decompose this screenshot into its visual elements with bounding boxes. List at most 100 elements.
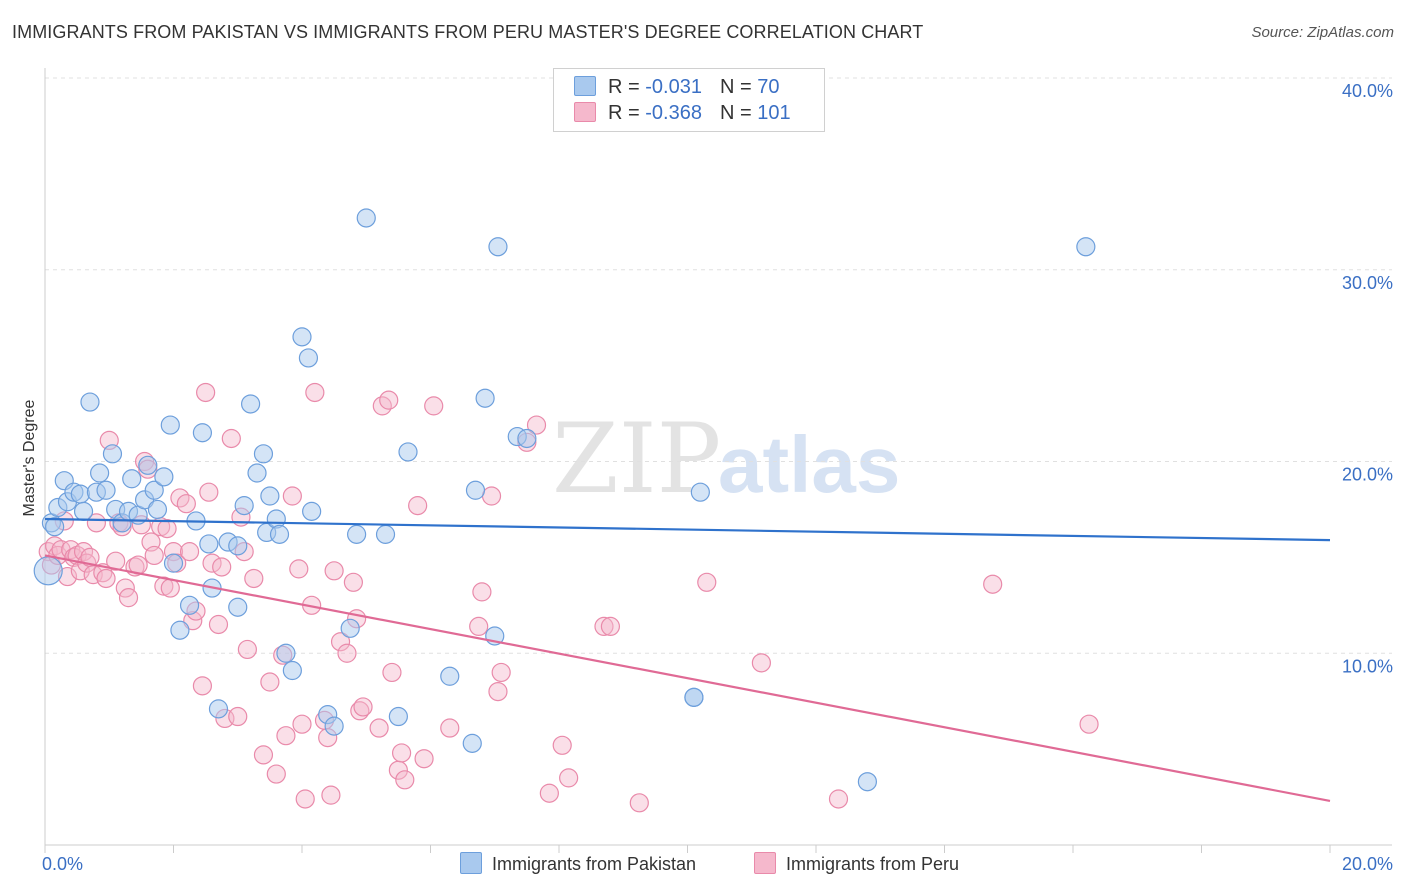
peru-point (118, 588, 139, 608)
peru-point (253, 745, 274, 765)
legend-r-value: -0.368 (645, 102, 702, 124)
legend-row-pakistan: R = -0.031 N = 70 (574, 76, 779, 100)
peru-point (160, 578, 180, 598)
pakistan-point (475, 388, 495, 408)
pakistan-point (80, 392, 100, 412)
peru-point (276, 726, 296, 746)
pakistan-point (276, 643, 296, 663)
pakistan-point (247, 463, 267, 483)
peru-point (391, 743, 412, 763)
pakistan-point (388, 706, 408, 727)
y-tick-label: 40.0% (1342, 81, 1393, 101)
pakistan-point (73, 501, 94, 521)
peru-point (202, 553, 222, 573)
y-tick-label: 30.0% (1342, 273, 1393, 293)
pakistan-point (228, 597, 248, 617)
peru-point (196, 382, 216, 403)
peru-point (369, 718, 389, 738)
pakistan-trend-line (44, 517, 1331, 542)
peru-point (176, 494, 196, 514)
legend-r-label: R = (608, 102, 646, 124)
pakistan-point (163, 553, 184, 573)
peru-point (469, 616, 489, 637)
peru-point (526, 415, 547, 435)
peru-point (491, 662, 511, 683)
pakistan-point (282, 660, 302, 681)
peru-point (414, 749, 434, 769)
peru-point (179, 542, 200, 562)
y-tick-label: 20.0% (1342, 465, 1393, 485)
pakistan-points (33, 208, 1096, 792)
pakistan-point (33, 556, 63, 586)
pakistan-point (340, 618, 360, 638)
axes (44, 68, 1392, 853)
pakistan-point (179, 595, 200, 615)
peru-point (594, 616, 614, 637)
peru-point (208, 614, 229, 635)
peru-point (199, 482, 219, 502)
pakistan-point (684, 687, 704, 707)
pakistan-point (138, 455, 158, 475)
pakistan-point (90, 463, 110, 483)
peru-point (353, 697, 373, 717)
y-tick-label: 10.0% (1342, 656, 1393, 676)
trend-lines (44, 517, 1331, 802)
pakistan-point (260, 486, 280, 506)
source-credit: Source: ZipAtlas.com (1251, 24, 1394, 41)
pakistan-point (45, 517, 65, 537)
pakistan-point (517, 428, 537, 449)
peru-point (629, 793, 649, 813)
peru-point (266, 764, 286, 784)
peru-point (751, 653, 771, 673)
peru-point (321, 785, 341, 805)
pakistan-point (199, 534, 219, 554)
peru-point (337, 643, 357, 663)
legend-n-value: 70 (757, 76, 780, 98)
pakistan-point (690, 482, 710, 502)
x-tick-label: 20.0% (1342, 854, 1393, 874)
peru-trend-line (44, 554, 1331, 802)
peru-point (237, 639, 257, 660)
pakistan-point (292, 327, 312, 347)
peru-point (1079, 714, 1099, 734)
peru-point (282, 486, 302, 506)
peru-point (440, 718, 460, 738)
peru-point (324, 561, 344, 581)
pakistan-point (228, 536, 248, 556)
peru-point (260, 672, 280, 692)
x-tick-label: 0.0% (42, 854, 83, 874)
peru-point (559, 768, 579, 788)
legend-swatch-pakistan (574, 76, 596, 96)
bottom-legend-label-peru: Immigrants from Peru (786, 854, 960, 874)
pakistan-point (462, 733, 482, 753)
pakistan-point (253, 444, 274, 464)
peru-point (395, 770, 415, 790)
peru-point (144, 545, 164, 566)
bottom-legend-label-pakistan: Immigrants from Pakistan (492, 854, 697, 874)
legend-n-value: 101 (757, 102, 791, 124)
peru-point (292, 714, 312, 734)
peru-point (330, 632, 351, 652)
peru-point (424, 396, 444, 416)
peru-point (221, 428, 241, 449)
peru-point (379, 390, 399, 410)
peru-point (983, 574, 1003, 594)
peru-point (600, 616, 621, 637)
pakistan-point (102, 444, 123, 464)
peru-point (472, 582, 492, 602)
peru-point (305, 382, 325, 403)
pakistan-point (302, 501, 322, 521)
pakistan-point (347, 524, 367, 544)
peru-point (228, 706, 248, 727)
legend-n-label: N = (719, 76, 758, 98)
peru-point (96, 568, 116, 589)
y-axis-title: Master's Degree (21, 399, 38, 516)
legend-swatch-peru (574, 102, 596, 122)
chart-title: IMMIGRANTS FROM PAKISTAN VS IMMIGRANTS F… (12, 22, 924, 42)
peru-point (157, 519, 177, 539)
peru-point (382, 662, 402, 683)
peru-point (488, 681, 508, 702)
legend-r-value: -0.031 (645, 76, 702, 98)
grid-lines (45, 77, 1392, 654)
